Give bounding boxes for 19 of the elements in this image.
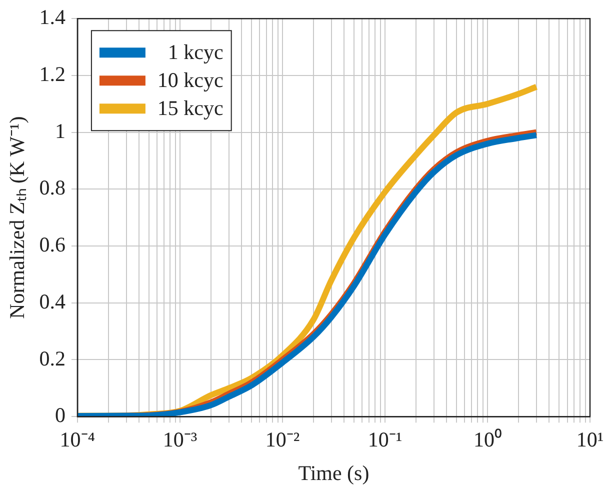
y-tick-label: 0.6: [39, 232, 66, 257]
legend-label: 15 kcyc: [157, 96, 224, 120]
x-tick-label: 10⁻²: [265, 428, 300, 452]
legend-label: 1 kcyc: [168, 40, 224, 64]
y-axis-title: Normalized Zₜₕ (K W⁻¹): [5, 116, 30, 319]
x-tick-label: 10⁻¹: [368, 428, 402, 452]
x-tick-label: 10¹: [576, 428, 604, 452]
y-tick-label: 1: [54, 118, 66, 143]
y-tick-label: 1.4: [39, 5, 66, 30]
y-tick-label: 0.4: [39, 289, 66, 314]
x-tick-label: 10⁻³: [162, 428, 198, 452]
legend-label: 10 kcyc: [157, 68, 224, 92]
y-tick-label: 0: [54, 403, 66, 428]
x-tick-label: 10⁻⁴: [60, 428, 96, 452]
y-tick-label: 1.2: [39, 62, 66, 86]
x-tick-label: 10⁰: [473, 428, 502, 452]
x-axis-title: Time (s): [298, 460, 370, 485]
y-tick-label: 0.8: [39, 176, 66, 200]
y-tick-label: 0.2: [39, 346, 66, 370]
